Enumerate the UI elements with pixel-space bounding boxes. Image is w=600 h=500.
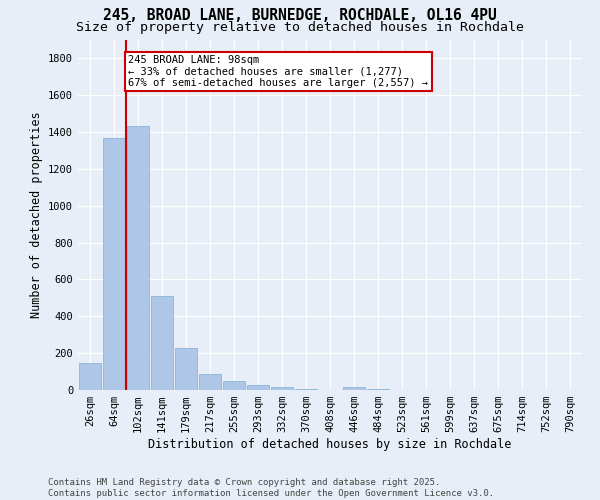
Bar [151, 296, 173, 390]
Bar [79, 364, 101, 390]
Bar [343, 387, 365, 390]
Text: Size of property relative to detached houses in Rochdale: Size of property relative to detached ho… [76, 21, 524, 34]
Bar [223, 381, 245, 390]
Bar [199, 374, 221, 390]
Text: Contains HM Land Registry data © Crown copyright and database right 2025.
Contai: Contains HM Land Registry data © Crown c… [48, 478, 494, 498]
X-axis label: Distribution of detached houses by size in Rochdale: Distribution of detached houses by size … [148, 438, 512, 451]
Text: 245, BROAD LANE, BURNEDGE, ROCHDALE, OL16 4PU: 245, BROAD LANE, BURNEDGE, ROCHDALE, OL1… [103, 8, 497, 22]
Y-axis label: Number of detached properties: Number of detached properties [29, 112, 43, 318]
Bar [271, 386, 293, 390]
Text: 245 BROAD LANE: 98sqm
← 33% of detached houses are smaller (1,277)
67% of semi-d: 245 BROAD LANE: 98sqm ← 33% of detached … [128, 54, 428, 88]
Bar [103, 138, 125, 390]
Bar [295, 389, 317, 390]
Bar [127, 126, 149, 390]
Bar [247, 385, 269, 390]
Bar [175, 348, 197, 390]
